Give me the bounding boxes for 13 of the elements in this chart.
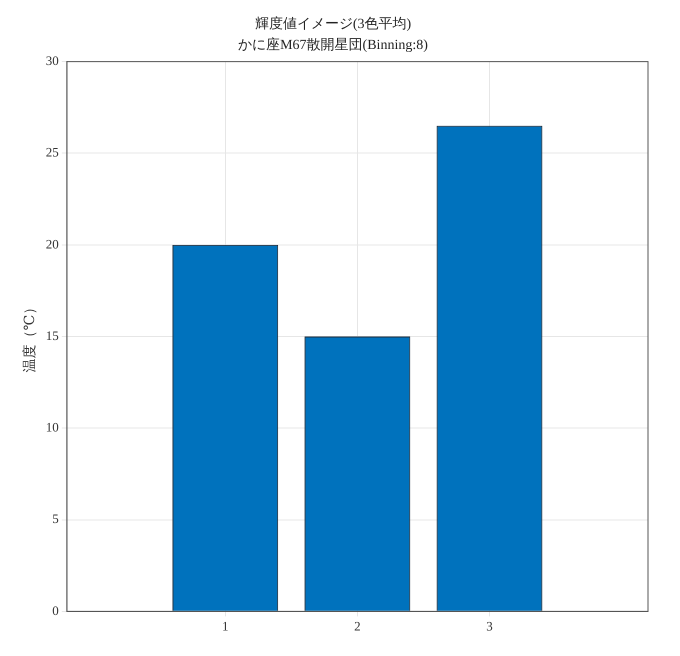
- x-tick-label: 2: [354, 618, 361, 634]
- y-tick-label: 15: [46, 328, 59, 343]
- y-tick-label: 5: [52, 511, 59, 526]
- chart-title: 輝度値イメージ(3色平均): [254, 16, 412, 32]
- y-tick-label: 25: [46, 144, 59, 160]
- y-tick-label: 30: [46, 53, 59, 68]
- chart-subtitle: かに座M67散開星団(Binning:8): [238, 36, 428, 53]
- x-tick-label: 3: [486, 618, 493, 634]
- y-tick-label: 20: [46, 236, 59, 252]
- y-axis-title: 温度（℃）: [22, 300, 38, 372]
- y-tick-label: 10: [46, 420, 59, 435]
- x-tick-label: 1: [222, 618, 229, 634]
- y-tick-label: 0: [52, 602, 59, 618]
